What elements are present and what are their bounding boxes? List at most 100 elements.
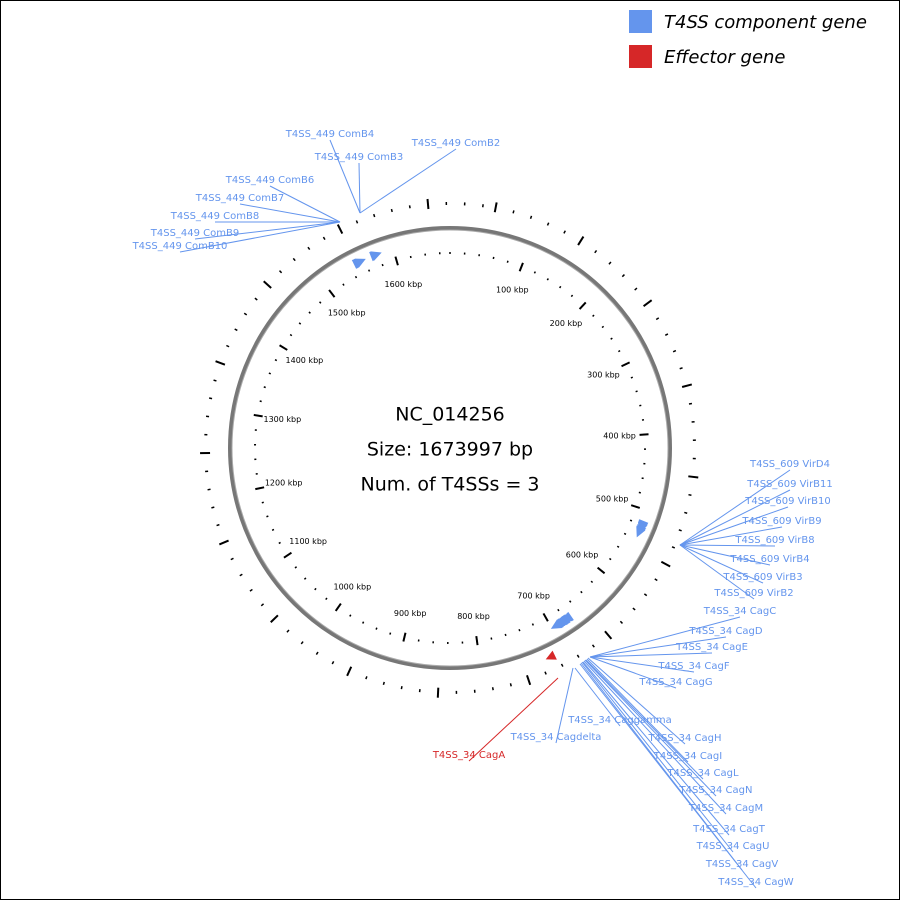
minor-tick: [278, 541, 281, 545]
label-leader: [679, 489, 791, 546]
outer-tick: [529, 215, 533, 219]
outer-tick: [365, 676, 368, 680]
tick-label: 600 kbp: [566, 551, 599, 560]
minor-tick: [557, 608, 560, 612]
outer-tick: [681, 383, 693, 388]
outer-tick: [642, 299, 653, 307]
major-tick: [639, 433, 649, 436]
label-leader: [679, 544, 771, 566]
tick-label: 300 kbp: [587, 370, 620, 379]
major-tick: [402, 632, 407, 642]
outer-tick: [608, 261, 612, 265]
label-leader: [579, 663, 757, 889]
legend-swatch: [629, 10, 652, 33]
major-tick: [475, 636, 479, 646]
outer-tick: [512, 210, 515, 214]
label-leader: [679, 544, 776, 547]
outer-tick: [315, 651, 319, 655]
gene-label: T4SS_449 ComB9: [150, 228, 240, 239]
tick-label: 100 kbp: [496, 285, 529, 294]
label-leader: [679, 526, 783, 546]
outer-tick: [688, 493, 692, 496]
minor-tick: [601, 325, 605, 329]
outer-tick: [526, 674, 532, 686]
label-leader: [679, 469, 791, 546]
outer-tick: [426, 198, 430, 210]
outer-tick: [634, 287, 638, 291]
label-leader: [679, 544, 764, 584]
major-tick: [255, 486, 265, 491]
label-leader: [359, 148, 457, 214]
minor-tick: [610, 337, 613, 340]
label-leader: [589, 636, 727, 658]
gene-label: T4SS_449 ComB3: [314, 152, 404, 163]
label-leader: [582, 661, 730, 836]
legend-label: Effector gene: [664, 47, 786, 68]
major-tick: [394, 256, 399, 266]
label-leader: [581, 661, 734, 853]
major-tick: [253, 413, 263, 418]
gene-arrow: [545, 650, 557, 660]
label-leader: [586, 658, 689, 763]
gene-label: T4SS_609 VirB3: [722, 572, 802, 583]
minor-tick: [559, 285, 562, 289]
label-leader: [555, 667, 574, 744]
outer-tick: [230, 557, 234, 561]
outer-tick: [216, 523, 220, 527]
outer-tick: [213, 379, 217, 382]
minor-tick: [381, 263, 384, 267]
outer-tick: [664, 333, 669, 336]
label-leader: [589, 656, 677, 689]
minor-tick: [261, 501, 264, 504]
outer-tick: [688, 402, 693, 405]
tick-label: 1300 kbp: [264, 415, 302, 424]
outer-tick: [278, 270, 283, 274]
outer-tick: [234, 328, 238, 332]
major-tick: [596, 566, 606, 575]
gene-label: T4SS_34 CagD: [688, 626, 763, 637]
label-leader: [358, 162, 361, 214]
gene-label: T4SS_609 VirB11: [746, 479, 833, 490]
tick-label: 500 kbp: [596, 495, 629, 504]
major-tick: [279, 344, 288, 351]
gene-arrow: [550, 619, 563, 629]
outer-tick: [491, 687, 494, 691]
outer-tick: [254, 297, 258, 301]
outer-tick: [619, 620, 624, 624]
tick-label: 1600 kbp: [385, 280, 423, 289]
label-leader: [589, 616, 741, 658]
minor-tick: [616, 545, 620, 548]
gene-label: T4SS_34 CagC: [703, 606, 777, 617]
tick-label: 1400 kbp: [286, 356, 324, 365]
outer-tick: [292, 257, 296, 262]
gene-label: T4SS_34 CagH: [647, 733, 721, 744]
major-tick: [578, 301, 587, 310]
minor-tick: [546, 278, 549, 281]
outer-tick: [546, 222, 550, 226]
gene-label: T4SS_34 CagG: [638, 677, 712, 688]
gene-label: T4SS_449 ComB7: [195, 193, 285, 204]
outer-tick: [632, 607, 636, 611]
genome-circle: [228, 226, 672, 670]
tick-label: 900 kbp: [394, 609, 427, 618]
outer-tick: [300, 641, 304, 645]
gene-label: T4SS_34 CagM: [688, 803, 763, 814]
minor-tick: [533, 271, 537, 274]
minor-tick: [308, 311, 311, 314]
minor-tick: [303, 577, 307, 580]
outer-tick: [654, 578, 658, 582]
minor-tick: [504, 633, 507, 637]
label-leader: [269, 185, 341, 223]
outer-tick: [509, 683, 512, 687]
label-leader: [194, 221, 341, 240]
outer-tick: [684, 511, 688, 514]
gene-label: T4SS_609 VirD4: [749, 459, 830, 470]
gene-label: T4SS_34 Cagdelta: [510, 732, 602, 743]
gene-label: T4SS_34 CagU: [696, 841, 770, 852]
outer-tick: [560, 663, 564, 667]
label-leader: [583, 660, 727, 815]
label-leader: [574, 667, 621, 727]
outer-tick: [400, 686, 403, 690]
outer-tick: [390, 208, 393, 213]
